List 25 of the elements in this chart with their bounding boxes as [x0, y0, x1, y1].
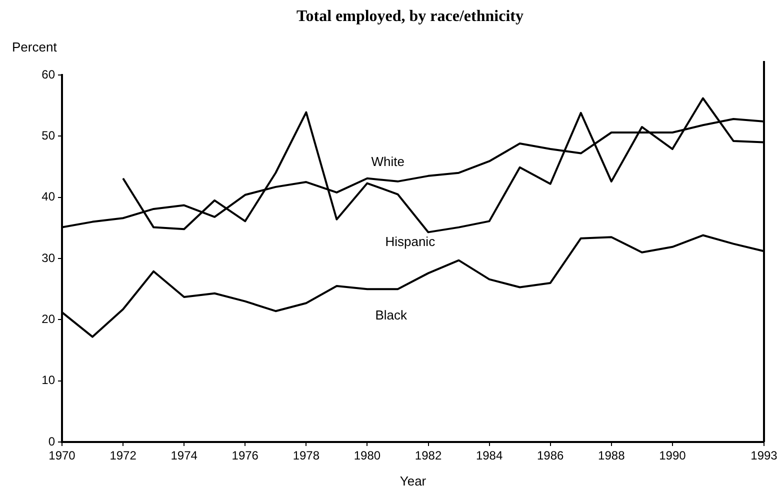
- x-tick-label: 1980: [354, 448, 381, 463]
- x-tick-label: 1984: [476, 448, 503, 463]
- y-tick-label: 40: [42, 190, 56, 204]
- y-tick-label: 10: [42, 373, 56, 388]
- series-label: Hispanic: [385, 234, 436, 249]
- x-axis-title: Year: [400, 474, 427, 489]
- x-tick-label: 1990: [659, 448, 686, 463]
- x-tick-label: 1982: [414, 448, 442, 463]
- chart-title: Total employed, by race/ethnicity: [296, 8, 524, 26]
- x-tick-label: 1970: [48, 448, 76, 463]
- y-tick-label: 20: [42, 312, 56, 326]
- y-tick-label: 60: [42, 67, 56, 82]
- y-tick-label: 0: [48, 434, 56, 448]
- x-tick-label: 1976: [232, 448, 259, 463]
- x-tick-label: 1978: [292, 448, 320, 463]
- x-tick-label: 1986: [536, 448, 564, 463]
- y-tick-label: 50: [42, 128, 56, 142]
- x-tick-label: 1974: [170, 448, 198, 463]
- y-axis-title: Percent: [12, 40, 58, 55]
- y-tick-label: 30: [42, 250, 56, 265]
- series-label: White: [371, 154, 404, 169]
- series-label: Black: [375, 308, 408, 323]
- x-tick-label: 1993: [750, 448, 778, 463]
- x-tick-label: 1972: [110, 448, 137, 463]
- x-tick-label: 1988: [598, 448, 626, 463]
